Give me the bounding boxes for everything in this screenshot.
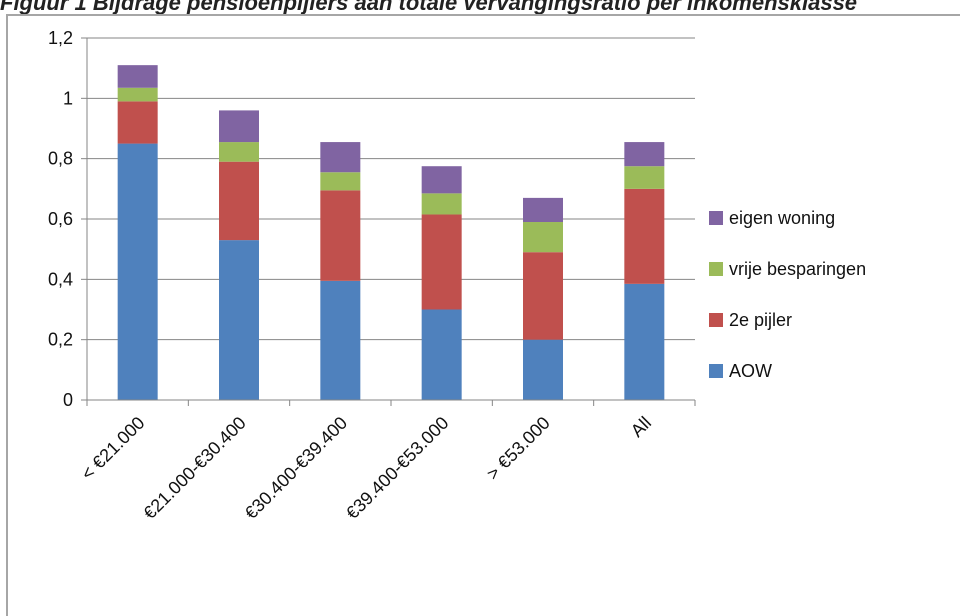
bar-segment	[219, 161, 259, 241]
legend-swatch	[709, 262, 723, 276]
chart-title: Figuur 1 Bijdrage pensioenpijlers aan to…	[0, 0, 858, 15]
stacked-bar-chart: 0 0,2 0,4 0,6 0,8 1 1,2 < €21.000€21.000-€30.4…	[48, 28, 866, 523]
bar-segment	[117, 65, 158, 88]
y-tick-label: 0,6	[48, 209, 73, 229]
gridlines	[87, 37, 695, 341]
legend-swatch	[709, 313, 723, 327]
y-tick-label: 1,2	[48, 28, 73, 48]
bar-segment	[320, 172, 361, 191]
x-tick-label: €21.000-€30.400	[139, 413, 249, 523]
x-tick-label: €39.400-€53.000	[342, 413, 452, 523]
legend-label: eigen woning	[729, 208, 835, 228]
x-tick-label: > €53.000	[483, 413, 554, 484]
bar-segment	[421, 214, 462, 310]
bar-segment	[219, 110, 259, 143]
y-tick-label: 1	[63, 88, 73, 108]
chart-frame	[6, 14, 960, 616]
bar-segment	[523, 339, 563, 400]
bar-segment	[219, 142, 259, 162]
bar-segment	[523, 252, 563, 340]
bar-segment	[421, 193, 462, 215]
x-tick-label: < €21.000	[77, 413, 148, 484]
bar-segment	[117, 143, 158, 401]
bar-segment	[523, 197, 563, 223]
legend-swatch	[709, 364, 723, 378]
legend-label: vrije besparingen	[729, 259, 866, 279]
y-tick-label: 0	[63, 390, 73, 410]
y-tick-label: 0,8	[48, 149, 73, 169]
bar-segment	[624, 283, 665, 400]
legend-swatch	[709, 211, 723, 225]
x-tick-label: €30.400-€39.400	[241, 413, 351, 523]
y-tick-labels: 0 0,2 0,4 0,6 0,8 1 1,2	[48, 28, 73, 410]
y-tick-label: 0,4	[48, 269, 73, 289]
bar-segment	[421, 166, 462, 194]
bar-segment	[624, 166, 665, 189]
bar-segment	[421, 309, 462, 400]
bar-segment	[624, 142, 665, 167]
legend-label: 2e pijler	[729, 310, 792, 330]
legend: eigen woning vrije besparingen 2e pijler AO…	[709, 208, 866, 381]
bar-segment	[320, 190, 361, 281]
axes	[81, 37, 696, 406]
x-tick-label: All	[627, 413, 655, 441]
bars	[117, 65, 665, 401]
bar-segment	[117, 87, 158, 102]
bar-segment	[624, 188, 665, 284]
y-tick-label: 0,2	[48, 330, 73, 350]
x-tick-labels: < €21.000€21.000-€30.400€30.400-€39.400€…	[77, 413, 655, 523]
bar-segment	[320, 142, 361, 173]
legend-label: AOW	[729, 361, 772, 381]
bar-segment	[320, 280, 361, 400]
bar-segment	[117, 101, 158, 144]
bar-segment	[219, 240, 259, 400]
bar-segment	[523, 222, 563, 253]
